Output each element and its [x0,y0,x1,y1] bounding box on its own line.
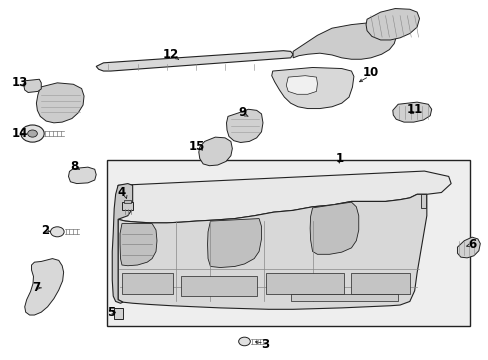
Circle shape [50,227,64,237]
Bar [420,194,426,208]
Text: 13: 13 [12,76,28,89]
Bar [290,294,397,301]
Bar [123,200,130,203]
Text: 5: 5 [106,306,115,319]
Circle shape [21,125,44,142]
Text: 4: 4 [118,186,126,199]
Bar [351,273,409,294]
Polygon shape [24,79,41,93]
Text: 3: 3 [260,338,268,351]
Bar [114,308,122,319]
Polygon shape [199,137,232,166]
Text: 10: 10 [362,66,378,79]
Polygon shape [271,67,353,109]
Bar [181,276,256,296]
Text: 1: 1 [335,152,343,165]
Polygon shape [25,258,63,315]
Text: 15: 15 [188,140,204,153]
Polygon shape [68,167,96,184]
Polygon shape [226,109,263,143]
Polygon shape [36,83,84,123]
Circle shape [28,130,37,137]
Text: 8: 8 [70,160,78,173]
Bar [266,273,344,294]
Polygon shape [96,51,292,71]
Polygon shape [286,76,317,94]
Polygon shape [118,194,426,309]
Bar [107,160,468,327]
Polygon shape [366,9,419,40]
Text: 12: 12 [162,48,178,61]
Polygon shape [118,171,450,223]
Circle shape [238,337,250,346]
Text: 14: 14 [12,127,28,140]
Bar [122,273,173,294]
Bar [122,202,132,210]
Polygon shape [120,224,157,266]
Text: 9: 9 [238,106,245,120]
Polygon shape [457,237,479,258]
Text: 7: 7 [32,282,41,294]
Text: 11: 11 [406,103,422,116]
Text: 6: 6 [467,238,475,251]
Polygon shape [292,23,395,59]
Polygon shape [112,184,132,303]
Polygon shape [207,219,261,267]
Polygon shape [392,102,431,122]
Text: 2: 2 [41,224,49,237]
Polygon shape [309,202,358,254]
